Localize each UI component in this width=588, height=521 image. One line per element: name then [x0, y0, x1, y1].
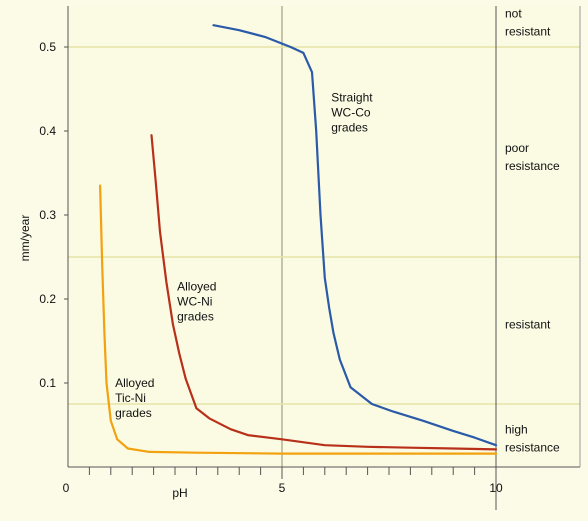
series-label-2-line: WC-Co: [331, 106, 371, 120]
y-tick-label: 0.2: [39, 292, 56, 306]
series-label-2-line: grades: [331, 121, 368, 135]
zone-label-0-line: not: [505, 7, 522, 21]
series-label-1-line: Alloyed: [177, 280, 216, 294]
zone-label-0: not resistant: [505, 7, 551, 39]
series-label-0-line: Tic-Ni: [115, 391, 146, 405]
x-tick-label: 5: [279, 481, 286, 495]
series-label-1-line: grades: [177, 310, 214, 324]
series-label-2-line: Straight: [331, 91, 373, 105]
zone-label-0-line: resistant: [505, 25, 551, 39]
zone-panel: [496, 6, 580, 467]
series-label-2: Straight WC-Co grades: [331, 91, 373, 135]
series-line-0: [99, 184, 498, 455]
series-label-0-line: Alloyed: [115, 376, 154, 390]
zone-label-3-line: high: [505, 422, 528, 436]
series-line-2: [212, 24, 498, 447]
series-label-0: Alloyed Tic-Ni grades: [115, 376, 154, 420]
series-label-1-line: WC-Ni: [177, 295, 212, 309]
series-line-1: [150, 134, 498, 451]
x-tick-label: 0: [63, 481, 70, 495]
zone-label-3-line: resistance: [505, 440, 560, 454]
y-axis-title: mm/year: [18, 215, 32, 262]
y-tick-label: 0.3: [39, 208, 56, 222]
zone-label-2: resistant: [505, 317, 551, 331]
series-label-1: Alloyed WC-Ni grades: [177, 280, 216, 324]
zone-label-3: high resistance: [505, 422, 560, 454]
x-tick-label: 10: [489, 481, 503, 495]
x-axis-title: pH: [172, 486, 187, 500]
y-tick-label: 0.4: [39, 124, 56, 138]
zone-label-1-line: poor: [505, 141, 529, 155]
zone-label-2-line: resistant: [505, 317, 551, 331]
series-label-0-line: grades: [115, 406, 152, 420]
zone-label-1: poor resistance: [505, 141, 560, 173]
y-tick-label: 0.1: [39, 376, 56, 390]
zone-label-1-line: resistance: [505, 159, 560, 173]
y-tick-label: 0.5: [39, 40, 56, 54]
